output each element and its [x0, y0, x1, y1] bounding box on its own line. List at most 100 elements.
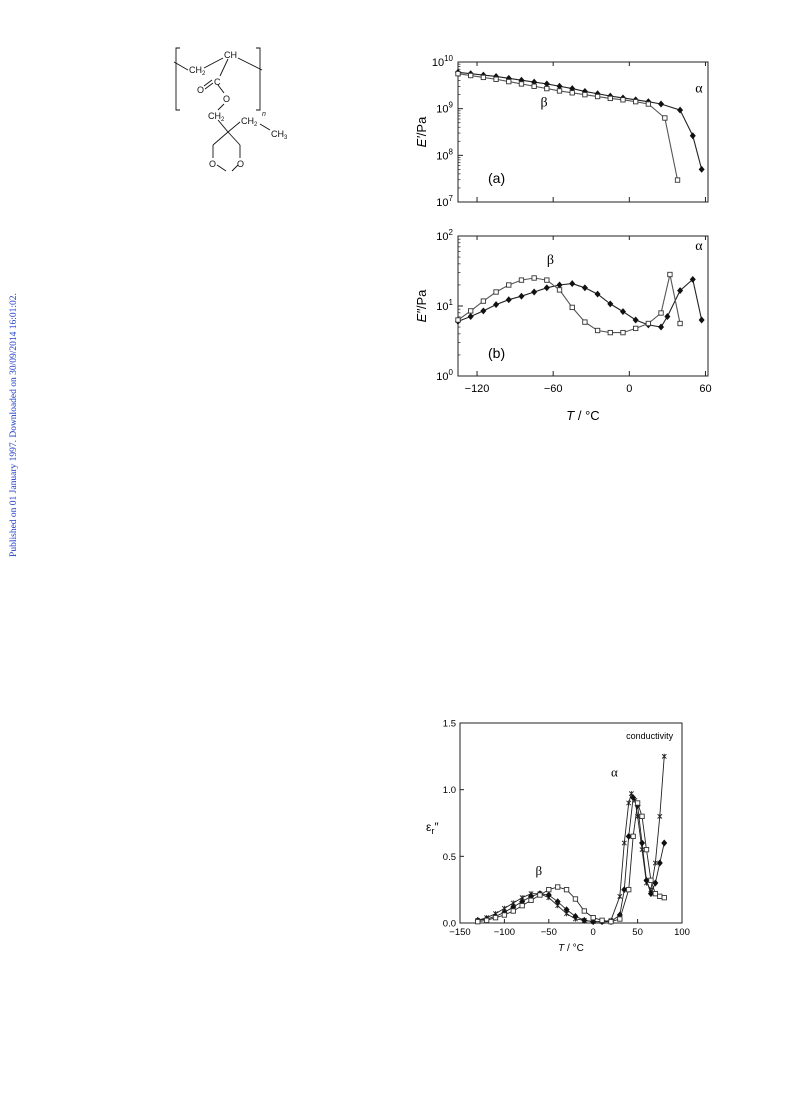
data-point-square	[662, 115, 668, 121]
y-tick-label: 10	[436, 301, 448, 313]
data-point-square	[569, 90, 575, 96]
x-axis-label-c: T / °C	[558, 943, 584, 954]
data-point-diamond	[556, 281, 563, 289]
data-point-diamond	[677, 106, 684, 114]
dielectric-point-square	[630, 833, 636, 839]
chemical-structure: CH CH2 C O O CH2 CH2 CH3 n O O	[173, 47, 288, 172]
x-tick-label: 0	[626, 383, 632, 395]
y-var-b: E″	[414, 309, 429, 323]
y-unit-b: /Pa	[414, 289, 429, 309]
data-point-diamond	[531, 288, 538, 296]
x-tick-label-c: −100	[494, 927, 515, 938]
y-sub-c: r	[431, 826, 434, 836]
x-tick-label-c: 0	[591, 927, 596, 938]
alpha-label-a: α	[695, 81, 703, 96]
data-point-square	[569, 304, 575, 311]
y-tick-label: 10	[436, 104, 448, 116]
dielectric-point-square	[590, 915, 596, 921]
x-tick-label: −60	[544, 383, 563, 395]
dielectric-point-square	[572, 896, 579, 902]
dielectric-point-diamond	[656, 859, 663, 867]
data-point-square	[594, 327, 601, 334]
series-line-square	[457, 73, 679, 181]
struct-sub3: 3	[284, 135, 288, 141]
beta-label-a: β	[540, 95, 547, 110]
download-notice-text[interactable]: Published on 01 January 1997. Downloaded…	[9, 293, 19, 557]
y-tick-label-c: 1.0	[443, 785, 456, 796]
data-point-diamond	[493, 301, 500, 309]
dielectric-point-diamond	[647, 890, 654, 898]
download-notice: Published on 01 January 1997. Downloaded…	[4, 220, 24, 640]
struct-ch2-ethyl: CH	[241, 116, 254, 126]
y-var-a: E′	[414, 136, 429, 148]
data-point-square	[506, 78, 512, 85]
struct-o-ring-left: O	[209, 159, 216, 169]
dielectric-point-diamond	[563, 906, 570, 914]
beta-label-c: β	[535, 863, 542, 878]
data-point-square	[468, 72, 474, 79]
data-point-diamond	[698, 165, 705, 173]
dielectric-point-square	[643, 847, 650, 853]
dielectric-point-star	[639, 847, 645, 853]
struct-c: C	[214, 77, 221, 87]
data-point-square	[531, 83, 537, 89]
dielectric-point-square	[608, 919, 614, 925]
dielectric-point-diamond	[639, 839, 646, 847]
data-point-diamond	[698, 316, 705, 324]
data-point-square	[556, 88, 563, 94]
data-point-square	[480, 74, 487, 81]
x-var-b: T	[566, 408, 575, 423]
data-point-square	[674, 177, 681, 183]
data-point-diamond	[658, 100, 665, 108]
dielectric-point-square	[634, 800, 641, 806]
y-tick-exponent: 8	[449, 147, 454, 156]
dielectric-line-star	[477, 756, 665, 923]
x-var-c: T	[558, 943, 565, 954]
struct-o-ester: O	[223, 94, 230, 104]
x-tick-label-c: 100	[674, 927, 690, 938]
data-point-square	[645, 101, 652, 107]
dielectric-point-square	[528, 897, 534, 903]
dielectric-point-star	[661, 753, 667, 759]
struct-n: n	[262, 111, 266, 118]
dielectric-point-star	[621, 840, 627, 846]
x-unit-c: / °C	[564, 943, 584, 954]
dielectric-point-diamond	[630, 794, 637, 802]
data-point-diamond	[689, 275, 696, 283]
dielectric-point-diamond	[621, 886, 628, 894]
struct-ch2-top: CH	[189, 65, 202, 75]
y-tick-label-c: 0.0	[443, 919, 456, 930]
panel-c-frame	[459, 722, 683, 924]
y-tick: 1010	[432, 54, 454, 69]
dielectric-figure: 0.0 0.5 1.0 1.5 −150 −100 −50 0 50 100 conductivi…	[426, 719, 690, 955]
y-tick-exponent: 1	[449, 298, 454, 307]
x-tick-label: 60	[699, 383, 711, 395]
x-tick-label: −120	[465, 383, 490, 395]
dielectric-point-diamond	[661, 839, 668, 847]
dielectric-point-square	[657, 893, 663, 899]
data-point-square	[468, 308, 474, 314]
conductivity-label: conductivity	[626, 731, 674, 741]
data-point-diamond	[467, 313, 474, 320]
dielectric-point-star	[657, 813, 663, 819]
y-tick-label-c: 1.5	[443, 719, 456, 730]
dielectric-point-square	[537, 892, 543, 898]
data-point-diamond	[619, 308, 626, 316]
dielectric-point-square	[599, 917, 605, 923]
data-point-diamond	[543, 284, 550, 292]
dielectric-point-square	[510, 908, 516, 914]
y-tick-exponent: 9	[449, 101, 454, 110]
data-point-diamond	[689, 132, 696, 140]
dielectric-point-square	[648, 877, 654, 883]
data-point-square	[607, 329, 613, 336]
y-axis-label-c: εr″	[426, 820, 439, 836]
y-tick-label-c: 0.5	[443, 852, 456, 863]
dielectric-point-square	[563, 887, 570, 893]
data-point-square	[493, 76, 499, 82]
dielectric-point-square	[639, 813, 645, 819]
dielectric-point-square	[626, 887, 632, 893]
x-tick-label-c: −150	[449, 927, 470, 938]
x-unit-b: / °C	[574, 408, 599, 423]
panel-b-label: (b)	[488, 345, 505, 361]
